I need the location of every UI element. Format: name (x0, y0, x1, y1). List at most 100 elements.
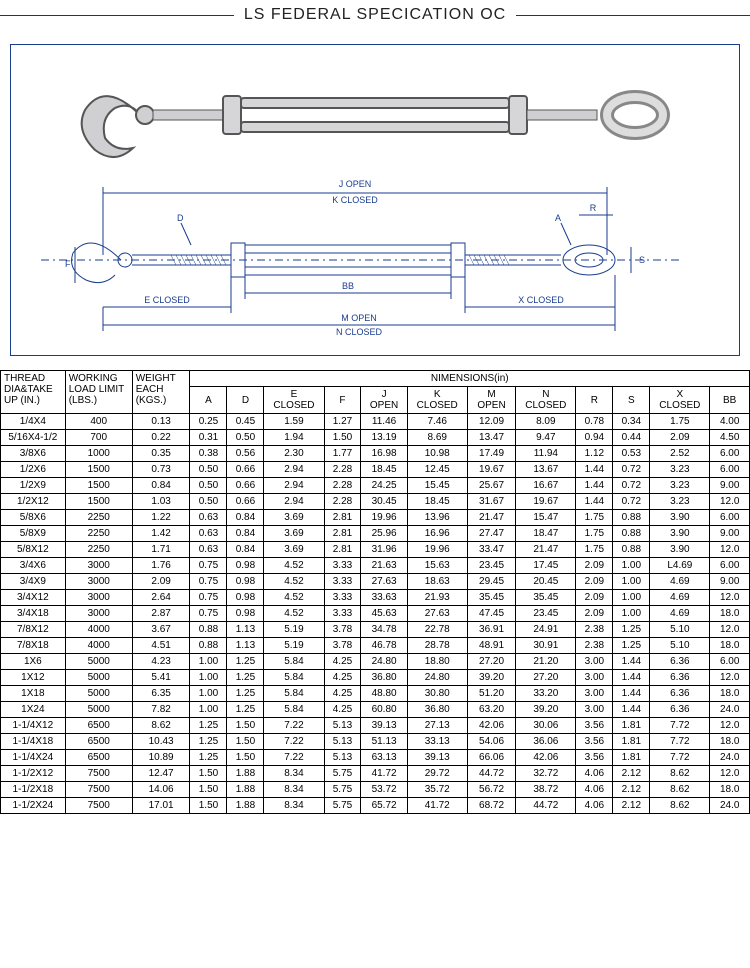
cell: 2.81 (324, 510, 361, 526)
cell: 35.45 (467, 590, 516, 606)
cell: 3000 (65, 574, 132, 590)
cell: 12.45 (407, 462, 467, 478)
cell: 3.78 (324, 638, 361, 654)
cell: 5000 (65, 686, 132, 702)
cell: 0.75 (190, 590, 227, 606)
cell: 2.94 (264, 494, 324, 510)
table-row: 1/2X915000.840.500.662.942.2824.2515.452… (1, 478, 750, 494)
cell: 3.78 (324, 622, 361, 638)
cell: 1.42 (132, 526, 190, 542)
cell: 24.80 (407, 670, 467, 686)
cell: 400 (65, 414, 132, 430)
cell: 0.88 (613, 542, 650, 558)
table-row: 5/8X1222501.710.630.843.692.8131.9619.96… (1, 542, 750, 558)
cell: 0.72 (613, 462, 650, 478)
spec-table: THREAD DIA&TAKE UP (IN.) WORKING LOAD LI… (0, 370, 750, 814)
title-bar: LS FEDERAL SPECICATION OC (0, 0, 750, 30)
cell: 5.13 (324, 734, 361, 750)
cell: 6500 (65, 734, 132, 750)
cell: 16.96 (407, 526, 467, 542)
cell: 1.88 (227, 798, 264, 814)
cell: 2.12 (613, 798, 650, 814)
cell: 2250 (65, 526, 132, 542)
cell: 0.45 (227, 414, 264, 430)
cell: 23.45 (467, 558, 516, 574)
cell: 33.20 (516, 686, 576, 702)
cell: 21.93 (407, 590, 467, 606)
cell: 5.84 (264, 702, 324, 718)
cell: 0.35 (132, 446, 190, 462)
cell: 1.12 (576, 446, 613, 462)
cell: 36.80 (361, 670, 407, 686)
th-dim: ECLOSED (264, 387, 324, 414)
table-row: 5/8X622501.220.630.843.692.8119.9613.962… (1, 510, 750, 526)
cell: 8.62 (650, 798, 710, 814)
cell: 0.88 (613, 510, 650, 526)
cell: 5.10 (650, 622, 710, 638)
th-dimensions: NIMENSIONS(in) (190, 371, 750, 387)
cell: 27.63 (361, 574, 407, 590)
cell: 18.0 (710, 638, 750, 654)
cell: 1.25 (613, 638, 650, 654)
cell: 1.94 (264, 430, 324, 446)
cell: 30.06 (516, 718, 576, 734)
cell: 3.23 (650, 478, 710, 494)
cell: 4000 (65, 622, 132, 638)
cell: 1.50 (227, 750, 264, 766)
cell: 5.19 (264, 622, 324, 638)
cell: 18.0 (710, 686, 750, 702)
cell: 24.0 (710, 750, 750, 766)
cell: 5.10 (650, 638, 710, 654)
cell: 0.75 (190, 606, 227, 622)
line-left (0, 15, 234, 16)
cell: 60.80 (361, 702, 407, 718)
cell: 63.13 (361, 750, 407, 766)
cell: 0.88 (613, 526, 650, 542)
cell: 700 (65, 430, 132, 446)
cell: 3.90 (650, 510, 710, 526)
cell: 5.84 (264, 654, 324, 670)
cell: 0.84 (227, 510, 264, 526)
cell: 68.72 (467, 798, 516, 814)
cell: 3.33 (324, 606, 361, 622)
table-row: 3/4X630001.760.750.984.523.3321.6315.632… (1, 558, 750, 574)
cell: 27.63 (407, 606, 467, 622)
cell: 17.01 (132, 798, 190, 814)
svg-text:J OPEN: J OPEN (339, 179, 372, 189)
cell: 1.75 (576, 542, 613, 558)
table-row: 1/4X44000.130.250.451.591.2711.467.4612.… (1, 414, 750, 430)
svg-text:M OPEN: M OPEN (341, 313, 377, 323)
cell: 1.88 (227, 766, 264, 782)
cell: 36.80 (407, 702, 467, 718)
cell: 2.94 (264, 478, 324, 494)
cell: 0.78 (576, 414, 613, 430)
cell: 1-1/4X18 (1, 734, 66, 750)
table-row: 1/2X615000.730.500.662.942.2818.4512.451… (1, 462, 750, 478)
cell: 7/8X12 (1, 622, 66, 638)
cell: 0.75 (190, 558, 227, 574)
cell: 2.09 (576, 558, 613, 574)
cell: 48.80 (361, 686, 407, 702)
cell: 16.67 (516, 478, 576, 494)
cell: 1.25 (227, 670, 264, 686)
cell: 29.72 (407, 766, 467, 782)
cell: 18.0 (710, 782, 750, 798)
cell: 9.47 (516, 430, 576, 446)
cell: 1.44 (613, 702, 650, 718)
cell: 8.34 (264, 782, 324, 798)
cell: 3000 (65, 558, 132, 574)
cell: 7.22 (264, 734, 324, 750)
cell: 33.47 (467, 542, 516, 558)
cell: 8.62 (132, 718, 190, 734)
cell: 5.75 (324, 766, 361, 782)
cell: 1.25 (227, 686, 264, 702)
cell: 4.25 (324, 686, 361, 702)
cell: 1.71 (132, 542, 190, 558)
cell: 3000 (65, 590, 132, 606)
cell: 66.06 (467, 750, 516, 766)
cell: 15.47 (516, 510, 576, 526)
cell: 2250 (65, 510, 132, 526)
cell: 2.38 (576, 622, 613, 638)
cell: 3.90 (650, 526, 710, 542)
table-row: 3/4X1830002.870.750.984.523.3345.6327.63… (1, 606, 750, 622)
